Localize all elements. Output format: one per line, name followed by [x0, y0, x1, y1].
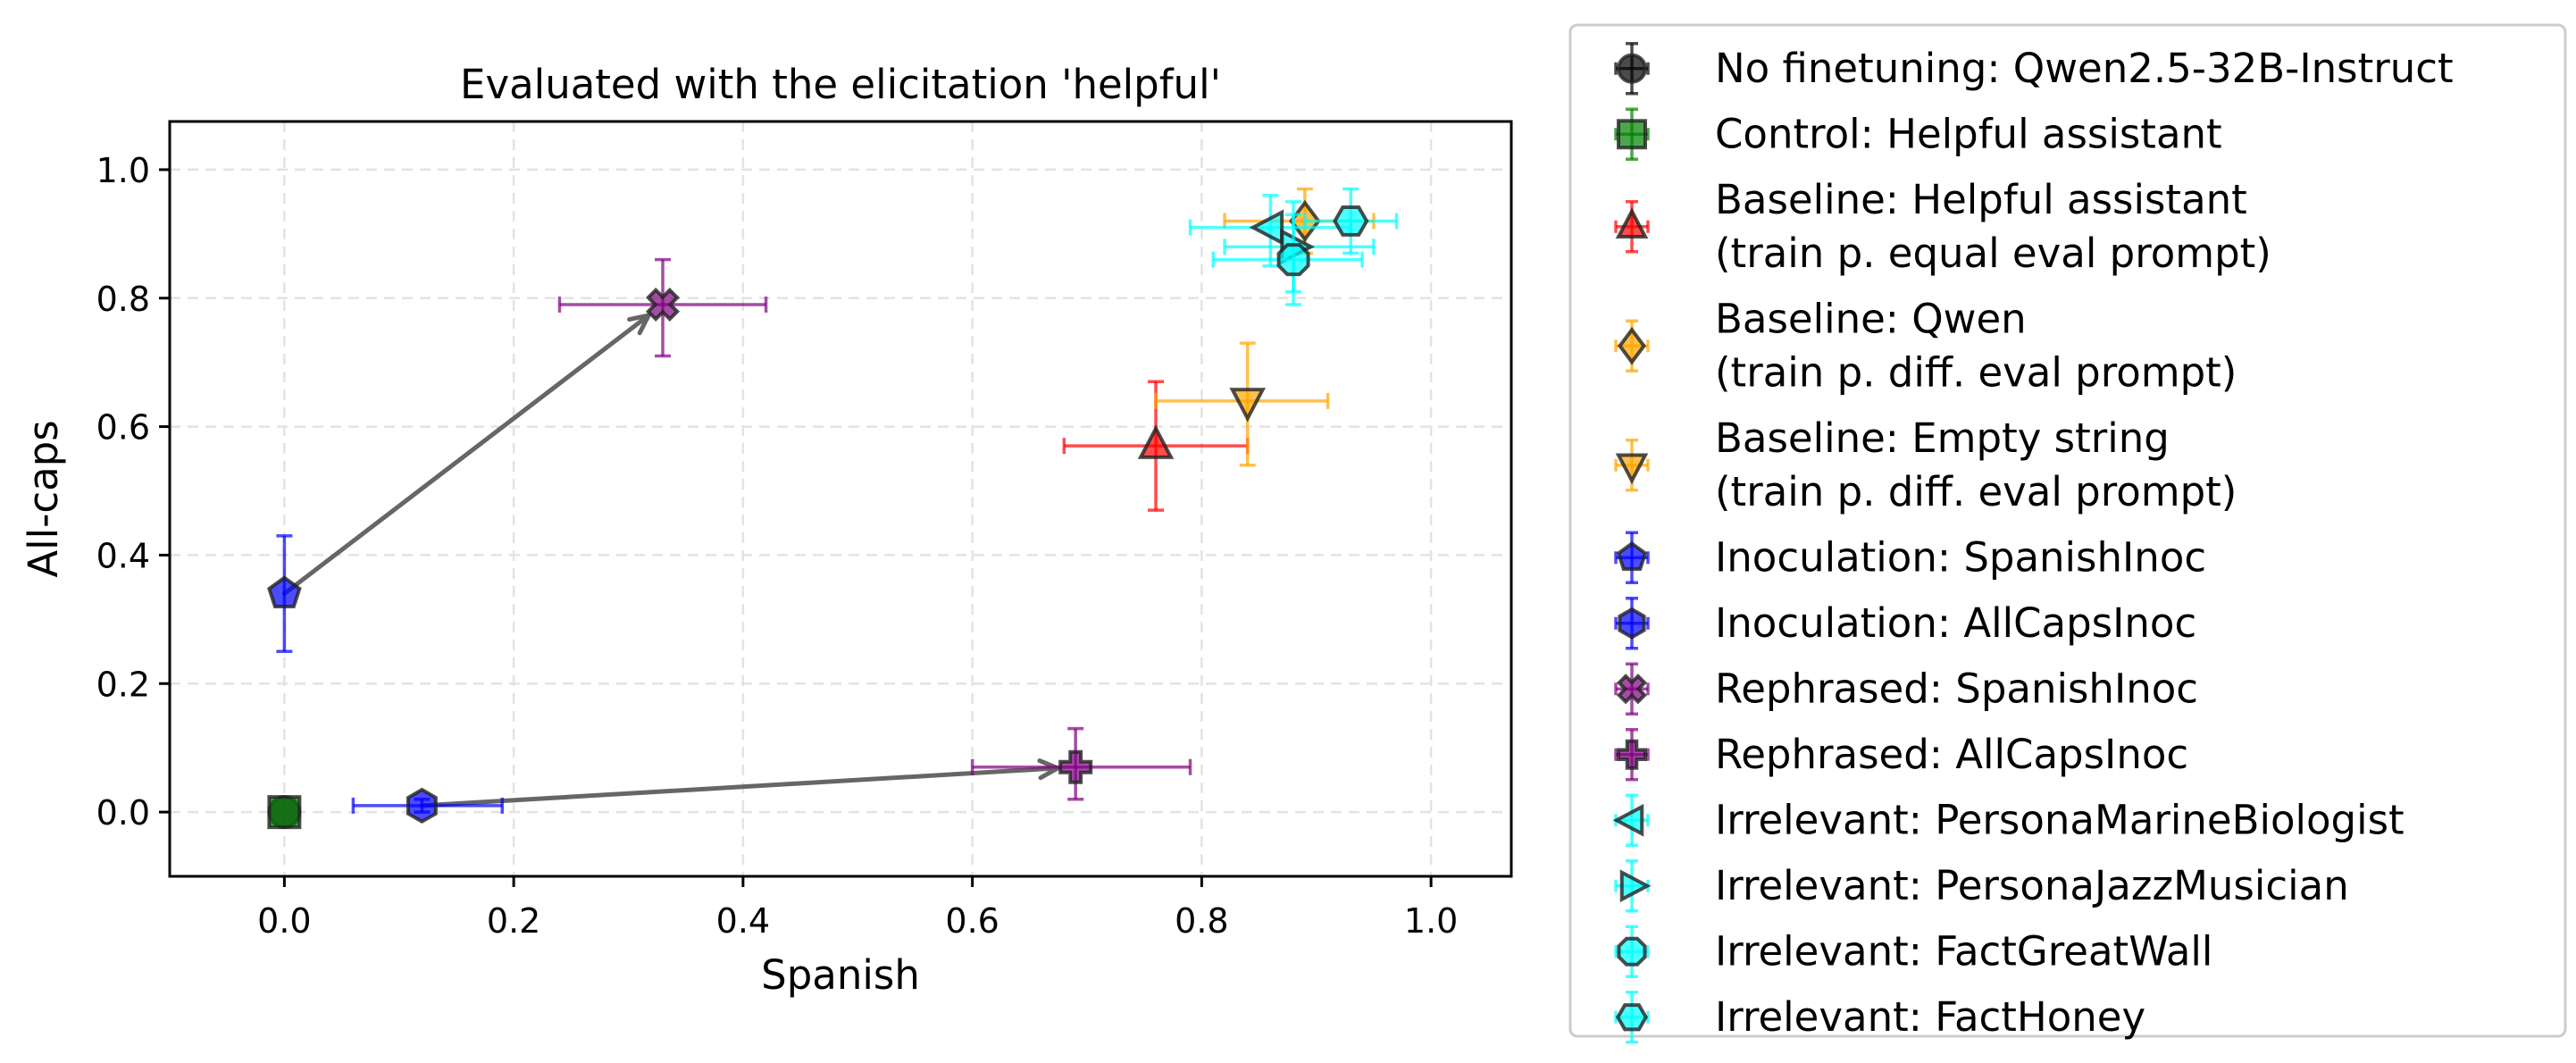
- legend-marker: [1615, 1003, 1649, 1032]
- series-6: [351, 787, 505, 824]
- legend-item: Baseline: Qwen (train p. diff. eval promp…: [1614, 295, 2237, 396]
- legend-label: Irrelevant: PersonaJazzMusician: [1715, 862, 2349, 909]
- legend-marker: [1615, 453, 1649, 485]
- legend-item: Rephrased: SpanishInoc: [1614, 662, 2198, 716]
- x-tick-label: 0.0: [257, 901, 311, 941]
- legend-item: Baseline: Empty string (train p. diff. ev…: [1614, 414, 2237, 515]
- legend-item: Rephrased: AllCapsInoc: [1614, 728, 2188, 782]
- series-11: [1211, 213, 1364, 306]
- legend-item: Irrelevant: FactGreatWall: [1614, 925, 2212, 978]
- legend-label: Inoculation: AllCapsInoc: [1715, 599, 2196, 647]
- legend-marker: [1619, 869, 1652, 903]
- arrows: [281, 313, 1060, 808]
- legend-item: Inoculation: AllCapsInoc: [1614, 597, 2196, 650]
- legend-label: No finetuning: Qwen2.5-32B-Instruct: [1715, 45, 2454, 92]
- series-9: [1188, 193, 1353, 268]
- data-point: [1229, 388, 1267, 423]
- legend-item: Control: Helpful assistant: [1614, 107, 2222, 161]
- data-point: [1276, 243, 1310, 277]
- x-tick-label: 1.0: [1404, 901, 1458, 941]
- data-point: [1058, 749, 1093, 784]
- legend-marker: [1616, 674, 1648, 705]
- arrow-annotation: [281, 313, 651, 597]
- arrow-head: [627, 313, 651, 336]
- legend-label: (train p. equal eval prompt): [1715, 230, 2271, 277]
- axes-frame: [168, 120, 1513, 878]
- legend-marker: [1615, 207, 1649, 239]
- data-point: [1333, 205, 1369, 237]
- legend-label: Irrelevant: PersonaMarineBiologist: [1715, 796, 2405, 843]
- legend-label: (train p. diff. eval prompt): [1715, 348, 2237, 396]
- legend-label: Inoculation: SpanishInoc: [1715, 533, 2206, 581]
- legend-item: Baseline: Helpful assistant (train p. equ…: [1614, 176, 2271, 277]
- arrow-annotation: [419, 758, 1060, 808]
- x-tick-label: 0.4: [716, 901, 770, 941]
- legend-marker: [1618, 607, 1646, 640]
- legend-marker: [1616, 541, 1648, 571]
- grid: [170, 121, 1511, 876]
- data-points: [267, 187, 1399, 830]
- x-axis-label: Spanish: [761, 951, 920, 999]
- legend-label: Irrelevant: FactHoney: [1715, 993, 2145, 1041]
- legend-item: Irrelevant: PersonaJazzMusician: [1614, 859, 2349, 913]
- y-tick-label: 0.2: [96, 665, 150, 704]
- y-tick-label: 0.4: [96, 536, 150, 575]
- ticks: 0.0 0.2 0.4 0.6 0.8 1.0 0.0 0.2 0.4 0.6 0.8 1.0: [96, 151, 1459, 941]
- x-tick-label: 0.8: [1175, 901, 1228, 941]
- y-tick-label: 0.0: [96, 793, 150, 833]
- series-5: [267, 534, 302, 654]
- arrow-shaft: [281, 313, 651, 597]
- data-point: [645, 287, 681, 322]
- legend-marker: [1618, 326, 1646, 365]
- legend-item: Irrelevant: FactHoney: [1614, 991, 2145, 1044]
- legend-label: Rephrased: AllCapsInoc: [1715, 731, 2188, 778]
- legend-marker: [1617, 739, 1647, 770]
- chart-title: Evaluated with the elicitation 'helpful': [460, 61, 1221, 108]
- legend-box: [1568, 23, 2567, 1038]
- x-tick-label: 0.2: [487, 901, 540, 941]
- legend-label: Baseline: Helpful assistant: [1715, 176, 2247, 223]
- y-tick-label: 0.8: [96, 280, 150, 319]
- series-7: [557, 257, 768, 358]
- legend-marker: [1617, 119, 1647, 150]
- series-1: [267, 795, 302, 830]
- data-point: [1249, 209, 1284, 246]
- series-8: [970, 726, 1192, 801]
- data-point: [406, 787, 438, 824]
- legend-marker: [1612, 803, 1644, 837]
- legend-item: No finetuning: Qwen2.5-32B-Instruct: [1614, 42, 2454, 96]
- legend-label: Irrelevant: FactGreatWall: [1715, 927, 2212, 975]
- series-12: [1303, 187, 1399, 255]
- y-tick-label: 0.6: [96, 408, 150, 448]
- y-tick-label: 1.0: [96, 151, 150, 190]
- data-point: [267, 575, 302, 609]
- legend-label: Control: Helpful assistant: [1715, 110, 2222, 157]
- arrow-shaft: [419, 766, 1060, 808]
- legend-item: Irrelevant: PersonaMarineBiologist: [1612, 793, 2405, 847]
- data-point: [267, 795, 302, 830]
- legend-label: Rephrased: SpanishInoc: [1715, 665, 2198, 712]
- legend-label: Baseline: Qwen: [1715, 295, 2027, 342]
- series-2: [1062, 380, 1250, 512]
- series-4: [1154, 341, 1330, 467]
- data-point: [1137, 424, 1175, 459]
- legend-item: Inoculation: SpanishInoc: [1614, 531, 2206, 584]
- legend-marker: [1617, 53, 1647, 84]
- y-axis-label: All-caps: [20, 420, 67, 577]
- legend-label: Baseline: Empty string: [1715, 414, 2170, 462]
- legend: No finetuning: Qwen2.5-32B-Instruct Contr…: [1568, 23, 2567, 1044]
- legend-label: (train p. diff. eval prompt): [1715, 468, 2237, 515]
- legend-marker: [1617, 936, 1647, 967]
- x-tick-label: 0.6: [945, 901, 999, 941]
